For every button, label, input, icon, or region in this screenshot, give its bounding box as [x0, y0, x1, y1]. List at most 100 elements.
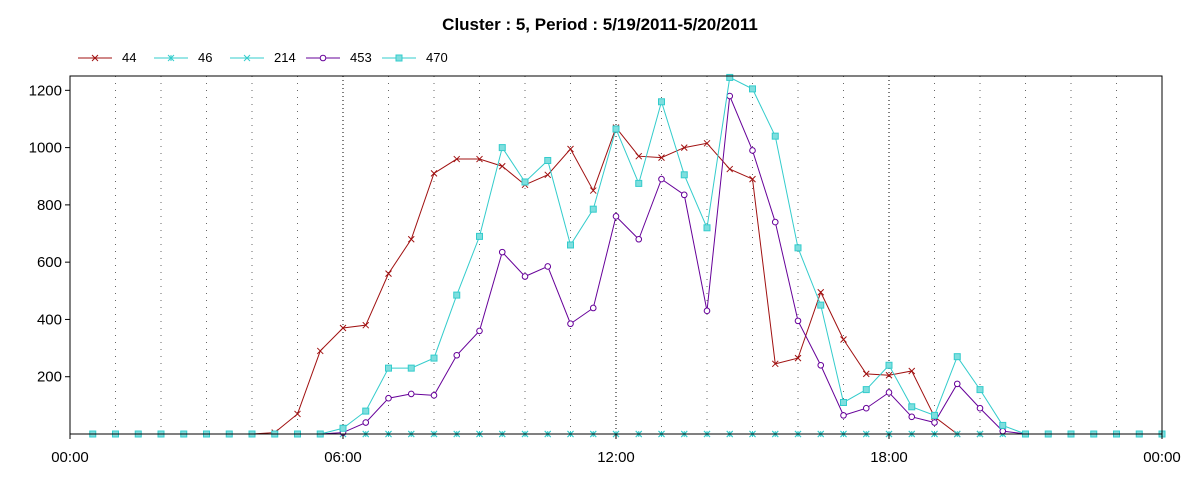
- data-point: [453, 291, 461, 299]
- legend-label: 470: [426, 50, 448, 65]
- data-point: [339, 324, 347, 332]
- legend-item-44: 44: [78, 50, 136, 65]
- marker-stroke: [362, 321, 370, 329]
- data-point: [658, 154, 665, 161]
- data-point: [521, 178, 529, 186]
- data-point: [498, 144, 506, 152]
- data-point: [749, 175, 756, 183]
- y-tick-label: 1200: [29, 82, 62, 99]
- data-point: [407, 235, 415, 243]
- data-point: [430, 170, 438, 177]
- data-point: [862, 404, 870, 412]
- data-point: [498, 162, 506, 170]
- data-point: [339, 424, 347, 432]
- data-point: [794, 354, 802, 362]
- data-point: [567, 320, 574, 328]
- data-point: [931, 411, 938, 419]
- data-point: [726, 165, 734, 173]
- marker-stroke: [840, 336, 847, 343]
- data-point: [817, 288, 825, 296]
- marker-stroke: [453, 155, 461, 163]
- data-point: [658, 98, 665, 106]
- data-point: [976, 386, 984, 394]
- data-point: [567, 241, 574, 249]
- data-point: [931, 419, 938, 426]
- data-point: [430, 392, 438, 399]
- legend-label: 44: [122, 50, 136, 65]
- marker-stroke: [385, 270, 392, 277]
- data-point: [999, 427, 1007, 435]
- marker-stroke: [885, 371, 893, 379]
- legend: 44 46 214 453 470: [78, 50, 448, 65]
- data-point: [453, 155, 461, 163]
- marker-stroke: [680, 144, 688, 151]
- x-tick-label: 12:00: [597, 449, 635, 466]
- data-point: [771, 218, 779, 226]
- data-point: [908, 403, 916, 411]
- data-point: [362, 419, 370, 426]
- data-point: [635, 235, 643, 243]
- data-point: [885, 389, 893, 396]
- marker-stroke: [794, 354, 802, 362]
- x-tick-label: 00:00: [1143, 449, 1181, 466]
- data-point: [976, 404, 984, 412]
- marker-stroke: [407, 235, 415, 243]
- marker-stroke: [862, 370, 870, 378]
- data-point: [726, 92, 734, 100]
- data-point: [680, 144, 688, 151]
- marker-stroke: [726, 165, 734, 173]
- marker-stroke: [476, 155, 483, 163]
- data-point: [794, 317, 802, 325]
- data-point: [167, 54, 175, 62]
- data-point: [407, 364, 415, 372]
- legend-label: 46: [198, 50, 212, 65]
- data-point: [589, 187, 597, 194]
- marker-stroke: [544, 171, 552, 179]
- data-point: [589, 304, 597, 312]
- data-point: [544, 263, 552, 270]
- marker-stroke: [658, 154, 665, 161]
- data-point: [771, 360, 779, 368]
- legend-item-214: 214: [230, 50, 296, 65]
- legend-label: 214: [274, 50, 296, 65]
- marker-stroke: [771, 360, 779, 368]
- marker-stroke: [316, 347, 324, 355]
- data-point: [453, 351, 461, 359]
- data-point: [885, 361, 893, 369]
- data-point: [953, 380, 961, 388]
- data-point: [476, 155, 483, 163]
- data-point: [749, 147, 756, 154]
- data-point: [680, 171, 688, 179]
- data-point: [885, 371, 893, 379]
- data-point: [498, 248, 506, 256]
- legend-item-453: 453: [306, 50, 372, 65]
- series-line: [92, 76, 1162, 435]
- axes: 200 400 600 800 1000 1200 00:00 06:00 12:00 18:00…: [29, 82, 1181, 466]
- data-point: [362, 407, 370, 415]
- data-point: [243, 54, 251, 62]
- data-point: [319, 54, 327, 62]
- data-point: [908, 367, 916, 375]
- data-point: [771, 132, 779, 140]
- y-tick-label: 400: [37, 311, 62, 328]
- data-point: [407, 390, 415, 398]
- marker-stroke: [294, 410, 301, 418]
- data-point: [680, 191, 688, 199]
- data-point: [385, 394, 392, 402]
- data-point: [316, 347, 324, 355]
- data-point: [658, 175, 665, 183]
- x-tick-label: 18:00: [870, 449, 908, 466]
- data-point: [476, 232, 483, 240]
- data-point: [703, 307, 711, 315]
- data-point: [794, 244, 802, 252]
- marker-stroke: [749, 175, 756, 183]
- data-point: [91, 54, 99, 62]
- data-point: [385, 270, 392, 277]
- data-point: [544, 171, 552, 179]
- data-point: [476, 327, 483, 335]
- series-group: [89, 73, 1166, 438]
- data-point: [840, 412, 847, 419]
- marker-stroke: [589, 187, 597, 194]
- data-point: [817, 301, 825, 309]
- y-tick-label: 1000: [29, 140, 62, 157]
